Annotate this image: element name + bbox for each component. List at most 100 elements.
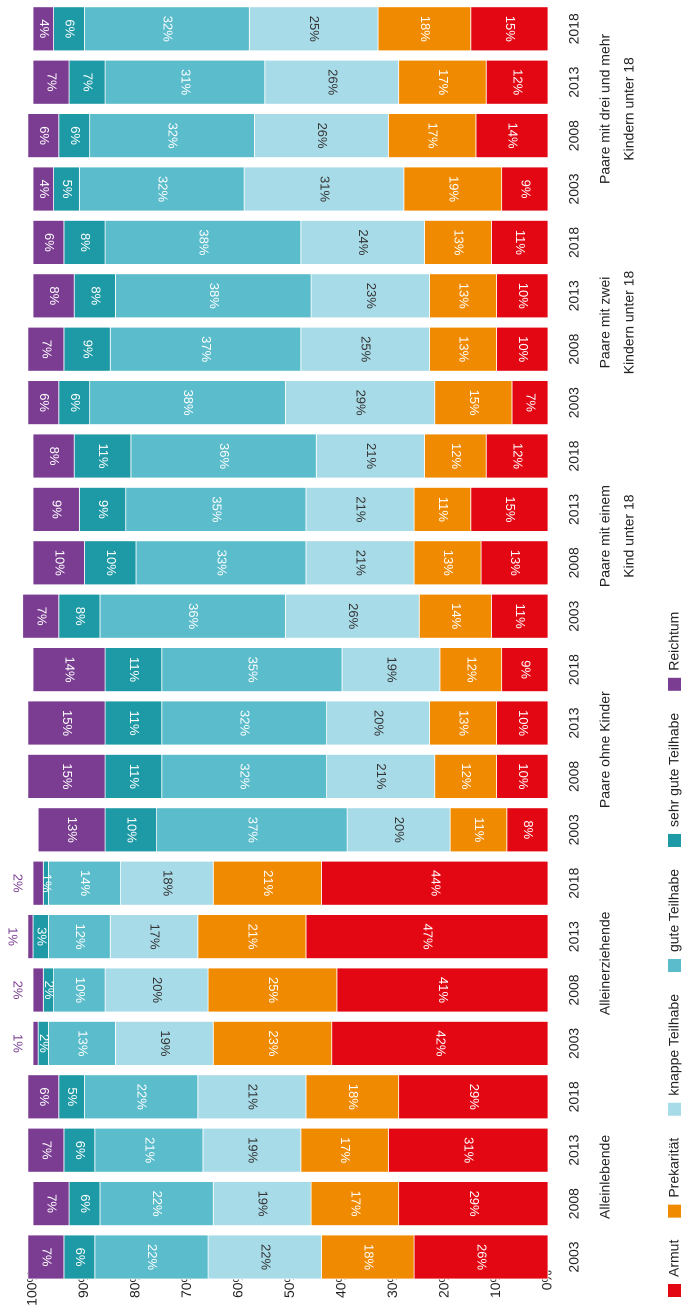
value-label: 22% [135, 1084, 150, 1110]
bar-segment [27, 1127, 65, 1173]
value-label: 19% [158, 1030, 173, 1056]
value-label: 21% [245, 1084, 260, 1110]
value-label: 5% [60, 180, 75, 199]
value-label: 8% [78, 233, 93, 252]
value-label: 44% [428, 870, 443, 896]
x-tick-label: 2003 [566, 600, 582, 631]
value-label: 15% [467, 390, 482, 416]
value-label: 11% [513, 230, 528, 255]
value-label: 26% [315, 123, 330, 149]
value-label: 2% [11, 981, 26, 1000]
value-label: 32% [160, 16, 175, 42]
legend-label: Reichtum [666, 612, 682, 671]
value-label: 7% [45, 73, 60, 92]
value-label: 7% [39, 1248, 54, 1267]
group-label: Paare mit einem [597, 485, 613, 587]
bar-segment [27, 380, 60, 425]
x-tick-label: 2008 [566, 1188, 582, 1219]
bar-segment [27, 914, 34, 960]
value-label: 23% [266, 1030, 281, 1056]
x-tick-label: 2008 [566, 120, 582, 151]
value-label: 10% [516, 710, 531, 736]
value-label: 17% [436, 69, 451, 95]
value-label: 15% [60, 763, 75, 789]
value-label: 32% [166, 123, 181, 149]
x-tick-label: 2018 [566, 440, 582, 471]
value-label: 14% [449, 603, 464, 629]
x-tick-label: 2013 [566, 494, 582, 525]
value-label: 26% [475, 1244, 490, 1270]
value-label: 22% [150, 1191, 165, 1217]
value-label: 20% [392, 817, 407, 843]
bar-segment [32, 647, 106, 692]
x-tick-label: 2013 [566, 66, 582, 97]
value-label: 9% [518, 660, 533, 679]
value-label: 21% [354, 550, 369, 576]
group-label: Paare mit zwei [597, 277, 613, 369]
value-label: 6% [37, 126, 52, 145]
value-label: 21% [364, 443, 379, 469]
value-label: 9% [50, 500, 65, 519]
value-label: 6% [37, 1087, 52, 1106]
value-label: 25% [266, 977, 281, 1003]
legend-label: gute Teilhabe [666, 869, 682, 952]
value-label: 19% [446, 176, 461, 202]
legend-swatch [668, 1204, 681, 1218]
legend-swatch [668, 833, 681, 847]
value-label: 10% [73, 977, 88, 1003]
value-label: 11% [472, 817, 487, 842]
bar-segment [32, 487, 80, 532]
value-label: 12% [511, 443, 526, 469]
value-label: 20% [372, 710, 387, 736]
value-label: 21% [354, 496, 369, 522]
value-label: 11% [513, 604, 528, 629]
value-label: 25% [359, 336, 374, 362]
value-label: 37% [199, 336, 214, 362]
value-label: 8% [47, 286, 62, 305]
value-label: 19% [384, 657, 399, 683]
x-tick-label: 2018 [566, 654, 582, 685]
value-label: 11% [436, 497, 451, 522]
x-tick-label: 2008 [566, 333, 582, 364]
value-label: 13% [457, 283, 472, 309]
value-label: 18% [361, 1244, 376, 1270]
value-label: 6% [78, 1194, 93, 1213]
value-label: 38% [181, 390, 196, 416]
bar-segment [32, 433, 75, 479]
value-label: 6% [68, 126, 83, 145]
value-label: 21% [245, 924, 260, 950]
legend-label: Armut [666, 1240, 682, 1277]
x-tick-label: 2008 [566, 974, 582, 1005]
bar-segment [32, 860, 44, 906]
bar-segment [32, 6, 55, 52]
bar-segment [27, 113, 60, 158]
value-label: 35% [245, 657, 260, 683]
group-label: Alleinlebende [597, 1135, 613, 1219]
value-label: 17% [338, 1137, 353, 1163]
value-label: 18% [346, 1084, 361, 1110]
x-tick-label: 2003 [566, 173, 582, 204]
group-label: Kind unter 18 [621, 494, 637, 577]
value-label: 21% [142, 1137, 157, 1163]
bar-segment [32, 273, 75, 319]
value-label: 10% [52, 550, 67, 576]
value-label: 6% [42, 233, 57, 252]
value-label: 4% [37, 19, 52, 38]
value-label: 15% [60, 710, 75, 736]
value-label: 32% [155, 176, 170, 202]
bar-segment [27, 1074, 60, 1120]
value-label: 36% [217, 443, 232, 469]
value-label: 13% [457, 710, 472, 736]
value-label: 17% [426, 123, 441, 149]
x-tick-label: 2003 [566, 814, 582, 845]
value-label: 31% [178, 69, 193, 95]
bar-segment [32, 59, 70, 105]
rotated-chart: 0%10%20%30%40%50%60%70%80%90%100%200326%… [5, 6, 682, 1306]
value-label: 13% [65, 817, 80, 843]
value-label: 17% [148, 924, 163, 950]
value-label: 22% [145, 1244, 160, 1270]
bar-segment [27, 700, 106, 746]
legend-swatch [668, 1284, 681, 1297]
value-label: 10% [104, 550, 119, 576]
value-label: 21% [374, 763, 389, 789]
